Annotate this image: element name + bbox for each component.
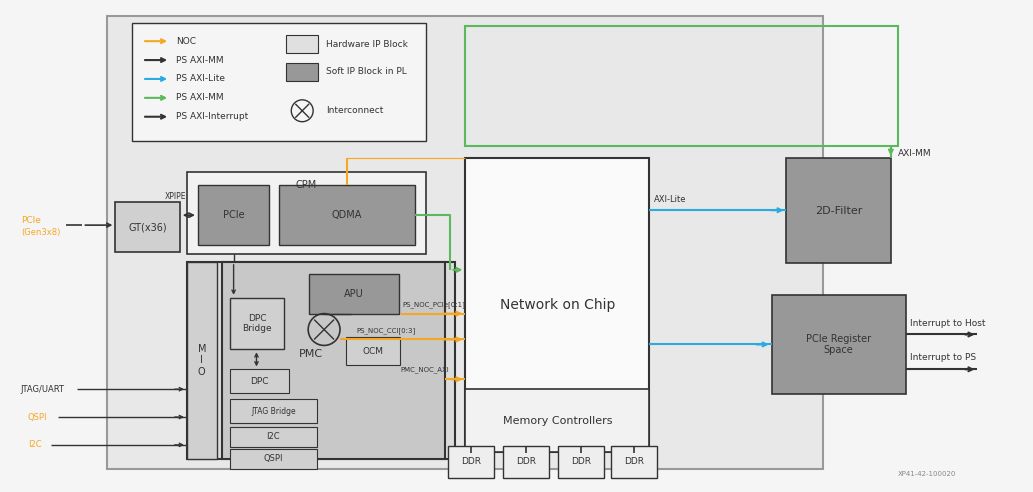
- Bar: [346, 338, 400, 366]
- Text: DPC: DPC: [250, 377, 269, 386]
- Text: Interconnect: Interconnect: [326, 106, 383, 115]
- Bar: [465, 389, 650, 452]
- Text: Memory Controllers: Memory Controllers: [502, 416, 612, 426]
- Bar: [107, 16, 823, 469]
- Text: Soft IP Block in PL: Soft IP Block in PL: [326, 67, 407, 76]
- Text: PS_NOC_PCIe[0:1]: PS_NOC_PCIe[0:1]: [403, 301, 466, 308]
- Text: PS AXI-Interrupt: PS AXI-Interrupt: [176, 112, 248, 121]
- Text: PS AXI-Lite: PS AXI-Lite: [176, 74, 225, 84]
- Text: PS_NOC_CCI[0:3]: PS_NOC_CCI[0:3]: [356, 327, 415, 334]
- Text: PS AXI-MM: PS AXI-MM: [176, 93, 223, 102]
- Text: XP41-42-100020: XP41-42-100020: [898, 471, 957, 477]
- Bar: [187, 172, 426, 254]
- Bar: [187, 262, 456, 459]
- Bar: [286, 63, 318, 81]
- Text: PMC_NOC_AXI: PMC_NOC_AXI: [401, 367, 449, 373]
- Text: GT(x36): GT(x36): [128, 222, 167, 232]
- Text: QSPI: QSPI: [263, 454, 283, 463]
- Bar: [197, 185, 270, 245]
- Text: I2C: I2C: [267, 432, 280, 441]
- Bar: [222, 262, 445, 459]
- Text: APU: APU: [344, 289, 364, 299]
- Bar: [187, 262, 217, 459]
- Bar: [229, 399, 317, 423]
- Text: DDR: DDR: [462, 457, 481, 466]
- Bar: [786, 158, 890, 263]
- Text: PMC: PMC: [300, 349, 323, 359]
- Bar: [558, 446, 603, 478]
- Text: QSPI: QSPI: [28, 412, 48, 422]
- Bar: [465, 158, 650, 452]
- Text: PCIe Register
Space: PCIe Register Space: [806, 334, 871, 355]
- Text: 2D-Filter: 2D-Filter: [815, 206, 863, 215]
- Text: Interrupt to Host: Interrupt to Host: [910, 318, 985, 328]
- Bar: [229, 298, 284, 349]
- Bar: [448, 446, 494, 478]
- Text: QDMA: QDMA: [332, 210, 363, 220]
- Bar: [309, 274, 399, 313]
- Text: M
I
O: M I O: [197, 344, 206, 377]
- Bar: [116, 202, 180, 252]
- Text: JTAG/UART: JTAG/UART: [21, 385, 65, 394]
- Bar: [229, 369, 289, 393]
- Text: I2C: I2C: [28, 440, 41, 449]
- Bar: [465, 26, 898, 146]
- Bar: [503, 446, 549, 478]
- Text: Network on Chip: Network on Chip: [500, 298, 615, 312]
- Text: PCIe: PCIe: [21, 215, 40, 225]
- Bar: [229, 427, 317, 447]
- Text: Hardware IP Block: Hardware IP Block: [326, 40, 408, 49]
- Text: Interrupt to PS: Interrupt to PS: [910, 353, 976, 362]
- Text: (Gen3x8): (Gen3x8): [21, 228, 60, 237]
- Bar: [132, 23, 426, 141]
- Text: CPM: CPM: [295, 181, 317, 190]
- Bar: [772, 295, 906, 394]
- Text: DPC
Bridge: DPC Bridge: [242, 314, 272, 333]
- Text: JTAG Bridge: JTAG Bridge: [251, 406, 295, 416]
- Text: DDR: DDR: [570, 457, 591, 466]
- Text: NOC: NOC: [176, 37, 196, 46]
- Text: DDR: DDR: [515, 457, 536, 466]
- Bar: [612, 446, 657, 478]
- Bar: [279, 185, 414, 245]
- Bar: [229, 449, 317, 469]
- Text: AXI-MM: AXI-MM: [898, 149, 932, 157]
- Text: XPIPE: XPIPE: [164, 192, 186, 201]
- Text: PS AXI-MM: PS AXI-MM: [176, 56, 223, 64]
- Text: DDR: DDR: [624, 457, 645, 466]
- Text: AXI-Lite: AXI-Lite: [654, 195, 687, 204]
- Text: OCM: OCM: [363, 347, 383, 356]
- Text: PCIe: PCIe: [223, 210, 245, 220]
- Bar: [286, 35, 318, 53]
